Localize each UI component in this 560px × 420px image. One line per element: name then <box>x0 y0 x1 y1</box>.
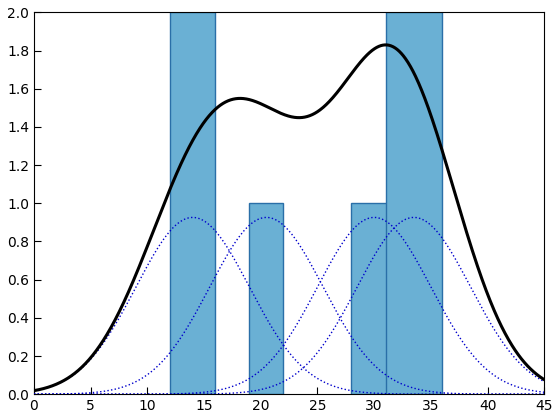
Bar <box>385 13 442 394</box>
Bar <box>249 203 283 394</box>
Bar <box>170 13 216 394</box>
Bar <box>352 203 397 394</box>
